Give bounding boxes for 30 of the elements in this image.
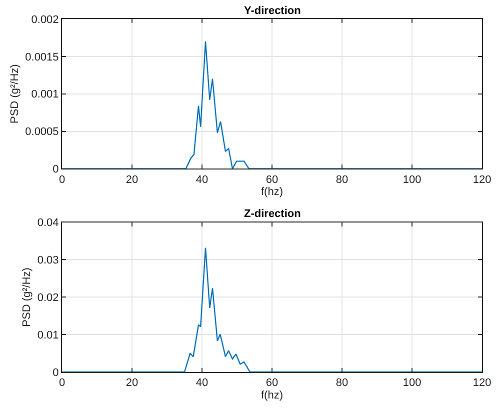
x-tick-label: 60 bbox=[266, 377, 278, 390]
y-tick-label: 0.002 bbox=[31, 14, 59, 26]
y-axis-title: PSD (g²/Hz) bbox=[21, 268, 34, 327]
y-tick-label: 0.02 bbox=[37, 292, 59, 304]
y-tick-label: 0.03 bbox=[37, 254, 59, 267]
x-tick-label: 120 bbox=[472, 377, 492, 390]
x-tick-label: 40 bbox=[196, 377, 208, 390]
x-tick-label: 20 bbox=[126, 174, 138, 186]
y-tick-label: 0.0015 bbox=[25, 51, 59, 64]
y-tick-label: 0.04 bbox=[37, 217, 59, 230]
line-series bbox=[62, 247, 482, 372]
x-tick-label: 20 bbox=[126, 377, 138, 390]
y-tick-label: 0.0005 bbox=[25, 126, 59, 138]
x-tick-label: 120 bbox=[472, 174, 492, 186]
x-tick-label: 60 bbox=[266, 174, 278, 186]
x-tick-label: 80 bbox=[336, 174, 348, 186]
x-axis-title: f(hz) bbox=[261, 389, 283, 402]
chart-title: Z-direction bbox=[244, 208, 302, 220]
y-tick-label: 0.001 bbox=[31, 88, 59, 101]
y-axis-title: PSD (g²/Hz) bbox=[8, 64, 21, 124]
y-tick-label: 0.01 bbox=[37, 329, 59, 342]
line-series bbox=[62, 40, 482, 169]
chart-title: Y-direction bbox=[244, 5, 302, 17]
x-tick-label: 100 bbox=[402, 377, 422, 390]
x-axis-title: f(hz) bbox=[261, 186, 283, 198]
x-tick-label: 40 bbox=[196, 174, 208, 186]
x-tick-label: 80 bbox=[336, 377, 348, 390]
y-tick-label: 0 bbox=[52, 164, 59, 176]
x-tick-label: 100 bbox=[402, 174, 422, 186]
y-tick-label: 0 bbox=[52, 366, 59, 379]
